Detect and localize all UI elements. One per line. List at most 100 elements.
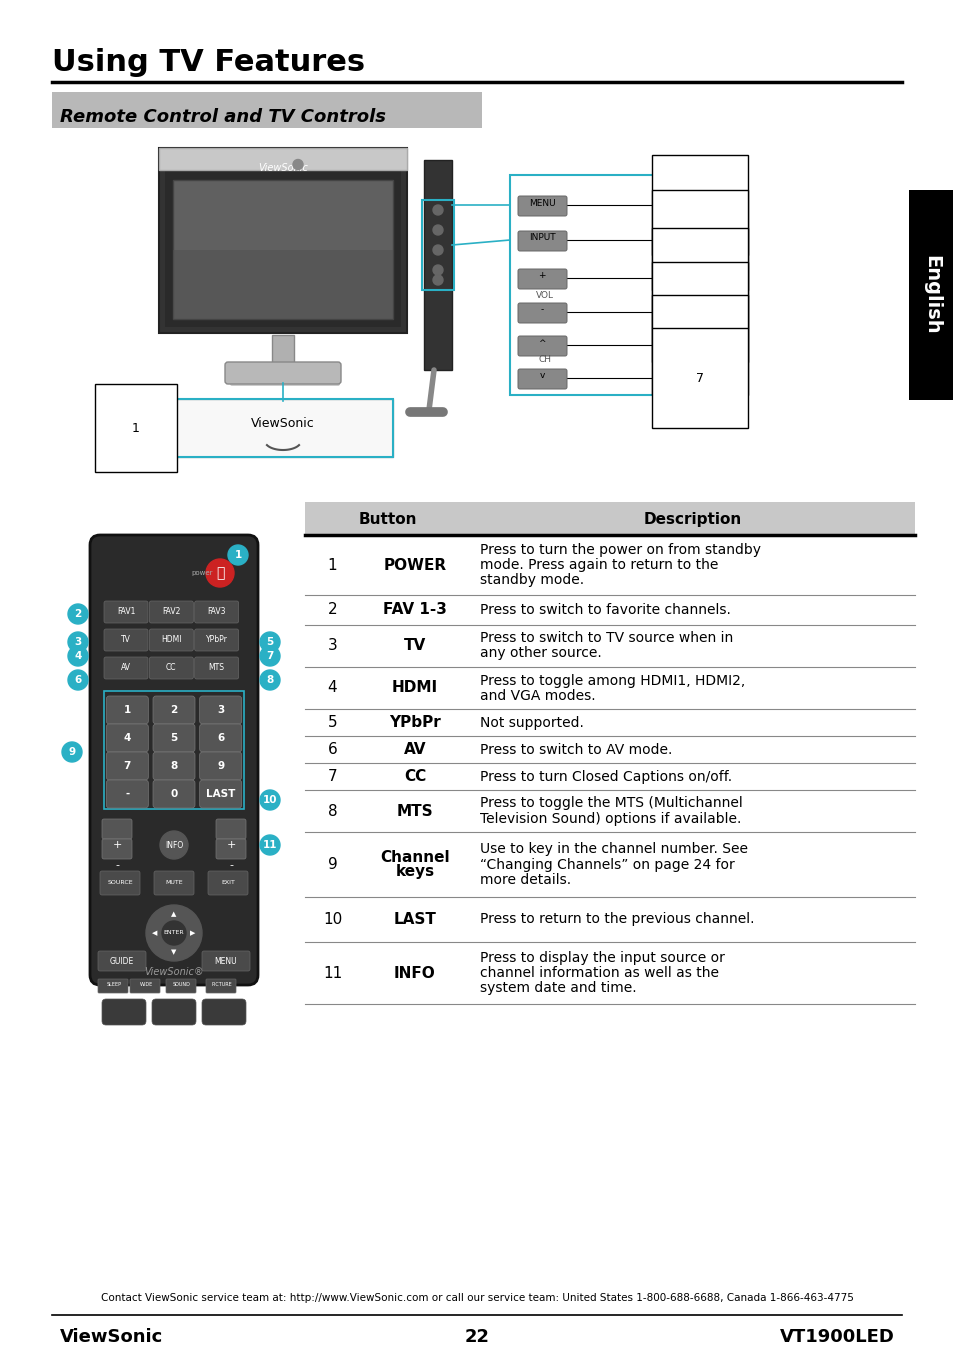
Text: LAST: LAST [206, 788, 235, 799]
Circle shape [433, 275, 442, 285]
Text: 1: 1 [124, 705, 131, 716]
FancyBboxPatch shape [150, 657, 193, 679]
Text: 9: 9 [69, 747, 75, 757]
FancyBboxPatch shape [517, 369, 566, 389]
Text: mode. Press again to return to the: mode. Press again to return to the [479, 558, 718, 572]
FancyBboxPatch shape [172, 250, 393, 319]
FancyBboxPatch shape [150, 601, 193, 622]
Text: 7: 7 [124, 761, 131, 771]
Circle shape [260, 836, 280, 855]
Text: -: - [229, 860, 233, 869]
FancyBboxPatch shape [172, 400, 393, 458]
Text: 4: 4 [74, 651, 82, 661]
Text: 6: 6 [327, 743, 337, 757]
Text: MTS: MTS [209, 663, 224, 672]
Text: VOL: VOL [225, 832, 242, 840]
Text: 5: 5 [266, 637, 274, 647]
Text: 7: 7 [266, 651, 274, 661]
FancyBboxPatch shape [423, 161, 452, 370]
Text: 2: 2 [696, 198, 703, 212]
Text: standby mode.: standby mode. [479, 572, 583, 587]
Text: Press to toggle among HDMI1, HDMI2,: Press to toggle among HDMI1, HDMI2, [479, 674, 744, 687]
Circle shape [260, 647, 280, 666]
Text: MENU: MENU [214, 957, 237, 965]
Text: 7: 7 [696, 371, 703, 385]
Text: Remote Control and TV Controls: Remote Control and TV Controls [60, 108, 386, 126]
Text: TV: TV [121, 636, 131, 644]
Text: ⏻: ⏻ [215, 566, 224, 580]
FancyBboxPatch shape [199, 780, 241, 809]
Circle shape [206, 559, 233, 587]
FancyBboxPatch shape [52, 92, 481, 128]
FancyBboxPatch shape [130, 979, 160, 994]
FancyBboxPatch shape [215, 819, 246, 838]
Text: channel information as well as the: channel information as well as the [479, 967, 719, 980]
Text: 0: 0 [171, 788, 177, 799]
Circle shape [68, 632, 88, 652]
Text: 2: 2 [171, 705, 177, 716]
Text: 1: 1 [234, 549, 241, 560]
Circle shape [146, 904, 202, 961]
Text: Press to return to the previous channel.: Press to return to the previous channel. [479, 913, 754, 926]
Text: 2: 2 [74, 609, 82, 620]
Text: SOUND: SOUND [172, 983, 191, 987]
FancyBboxPatch shape [202, 999, 246, 1025]
FancyBboxPatch shape [517, 302, 566, 323]
FancyBboxPatch shape [199, 697, 241, 724]
Text: 10: 10 [322, 913, 342, 927]
Text: system date and time.: system date and time. [479, 981, 636, 995]
Text: 3: 3 [327, 639, 337, 653]
Text: TV: TV [403, 639, 426, 653]
Circle shape [293, 159, 303, 170]
Text: Press to switch to TV source when in: Press to switch to TV source when in [479, 632, 733, 645]
Text: MENU: MENU [528, 198, 555, 208]
Text: 4: 4 [124, 733, 131, 743]
FancyBboxPatch shape [225, 362, 340, 383]
Text: FAV2: FAV2 [162, 608, 180, 617]
FancyBboxPatch shape [102, 838, 132, 859]
Text: MTS: MTS [396, 803, 433, 818]
FancyBboxPatch shape [517, 269, 566, 289]
FancyBboxPatch shape [517, 231, 566, 251]
Text: AV: AV [121, 663, 131, 672]
FancyBboxPatch shape [104, 629, 148, 651]
Text: FAV1: FAV1 [116, 608, 135, 617]
Text: power: power [191, 570, 213, 576]
FancyBboxPatch shape [230, 366, 339, 386]
Text: 3: 3 [696, 234, 703, 247]
Circle shape [160, 832, 188, 859]
FancyBboxPatch shape [104, 657, 148, 679]
Text: 4: 4 [327, 680, 337, 695]
FancyBboxPatch shape [152, 752, 194, 780]
Text: Use to key in the channel number. See: Use to key in the channel number. See [479, 842, 747, 856]
Text: Using TV Features: Using TV Features [52, 49, 365, 77]
FancyBboxPatch shape [199, 752, 241, 780]
Text: ◀: ◀ [152, 930, 157, 936]
Text: MUTE: MUTE [165, 880, 183, 886]
Text: HDMI: HDMI [392, 680, 437, 695]
Text: 1: 1 [132, 421, 140, 435]
FancyBboxPatch shape [102, 999, 146, 1025]
FancyBboxPatch shape [152, 999, 195, 1025]
Text: EXIT: EXIT [221, 880, 234, 886]
Text: ViewSonic: ViewSonic [251, 417, 314, 431]
Text: keys: keys [395, 864, 435, 879]
Text: AV: AV [403, 743, 426, 757]
Text: Button: Button [358, 512, 416, 526]
Text: GUIDE: GUIDE [110, 957, 134, 965]
Text: Channel: Channel [380, 850, 450, 865]
FancyBboxPatch shape [165, 154, 400, 327]
Text: CC: CC [403, 769, 426, 784]
Text: ViewSonic: ViewSonic [258, 163, 308, 173]
Text: VOL: VOL [536, 290, 554, 300]
Text: SLEEP: SLEEP [107, 983, 121, 987]
FancyBboxPatch shape [194, 629, 238, 651]
Text: FAV3: FAV3 [207, 608, 226, 617]
Text: 5: 5 [171, 733, 177, 743]
Text: 2: 2 [327, 602, 337, 617]
FancyBboxPatch shape [102, 819, 132, 838]
FancyBboxPatch shape [152, 697, 194, 724]
Circle shape [68, 670, 88, 690]
Text: -: - [125, 788, 130, 799]
FancyBboxPatch shape [106, 697, 148, 724]
